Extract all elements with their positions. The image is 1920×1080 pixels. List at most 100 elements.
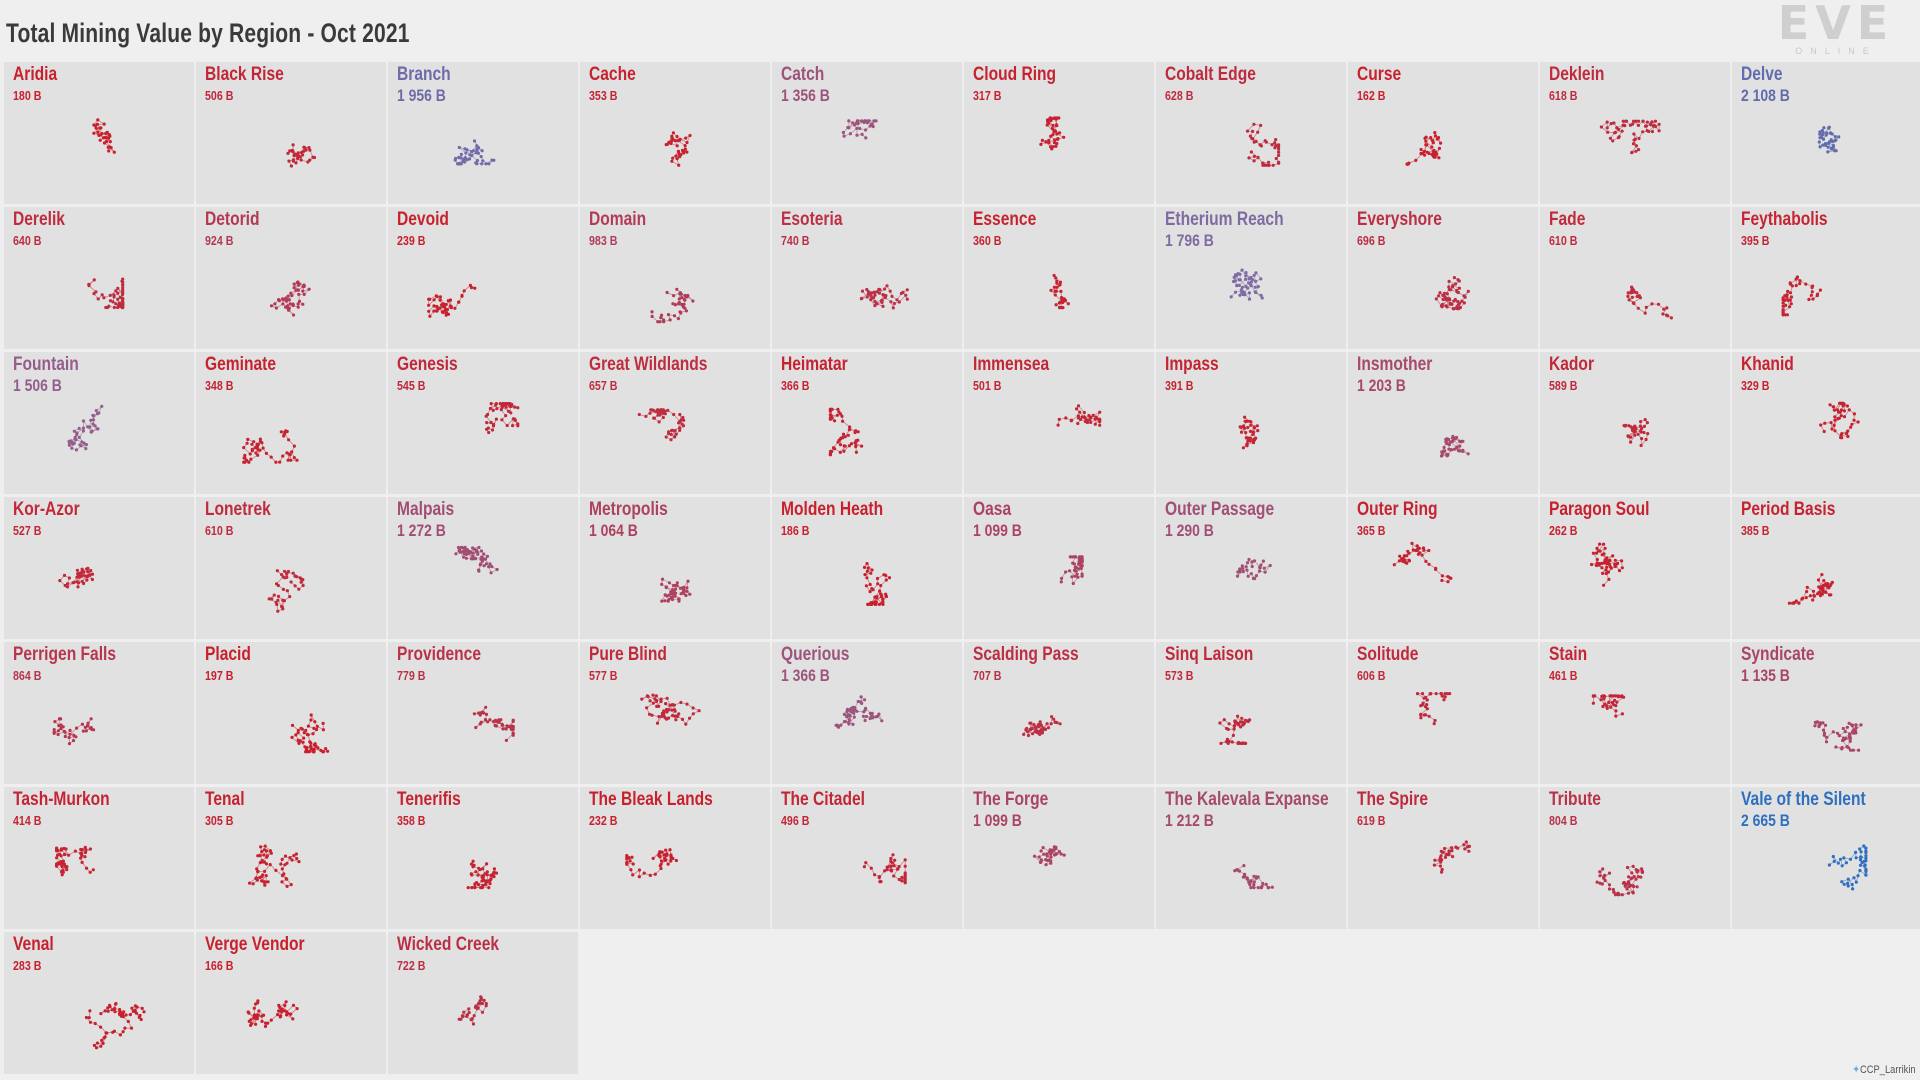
region-panel-fountain: Fountain 1 506 B	[4, 352, 194, 494]
map-system-dot	[1054, 845, 1058, 849]
map-system-dot	[657, 420, 661, 424]
map-system-dot	[291, 143, 295, 147]
map-system-dot	[66, 582, 70, 586]
map-system-dot	[1445, 442, 1449, 446]
map-system-dot	[1444, 437, 1448, 441]
region-name: Metropolis	[589, 499, 668, 520]
map-system-dot	[1230, 740, 1234, 744]
region-map-glyph	[1238, 415, 1260, 450]
map-system-dot	[1049, 118, 1053, 123]
map-system-dot	[667, 581, 671, 585]
map-system-dot	[264, 451, 268, 455]
map-system-dot	[465, 1013, 469, 1017]
map-system-dot	[665, 696, 669, 700]
map-system-dot	[672, 314, 677, 318]
map-system-dot	[281, 598, 285, 602]
map-system-dot	[1848, 732, 1852, 736]
map-system-dot	[1049, 134, 1053, 138]
map-system-dot	[1044, 858, 1048, 862]
map-system-dot	[1821, 728, 1826, 732]
map-system-dot	[1859, 723, 1863, 727]
map-system-dot	[1458, 444, 1462, 448]
map-system-dot	[301, 302, 305, 306]
map-system-dot	[489, 402, 493, 406]
map-system-dot	[1050, 715, 1054, 719]
map-system-dot	[65, 585, 70, 589]
map-system-dot	[1840, 432, 1844, 436]
map-system-dot	[498, 402, 502, 406]
map-system-dot	[1836, 417, 1840, 421]
map-system-dot	[1062, 135, 1066, 139]
map-system-dot	[1089, 420, 1093, 424]
map-system-dot	[486, 412, 490, 417]
map-system-dot	[462, 549, 466, 554]
map-system-dot	[280, 573, 284, 577]
map-system-dot	[108, 293, 112, 297]
map-system-dot	[1229, 295, 1233, 299]
map-system-dot	[859, 119, 864, 123]
map-system-dot	[1613, 698, 1617, 702]
map-system-dot	[1262, 566, 1266, 570]
map-system-dot	[1445, 692, 1450, 696]
map-system-dot	[665, 290, 669, 295]
map-system-dot	[1620, 893, 1624, 897]
map-system-dot	[1818, 591, 1822, 595]
map-system-dot	[278, 460, 282, 464]
map-system-dot	[1248, 436, 1253, 440]
map-system-dot	[445, 308, 449, 312]
region-panel-geminate: Geminate 348 B	[196, 352, 386, 494]
map-system-dot	[1642, 424, 1646, 428]
map-system-dot	[254, 1016, 258, 1020]
region-name: Lonetrek	[205, 499, 271, 520]
map-system-dot	[432, 304, 436, 308]
map-system-dot	[438, 298, 442, 302]
map-system-dot	[1451, 436, 1455, 440]
map-system-dot	[466, 551, 470, 556]
map-system-dot	[268, 863, 272, 867]
map-system-dot	[1253, 577, 1257, 581]
map-system-dot	[1616, 136, 1620, 140]
region-map-glyph	[1032, 845, 1066, 867]
map-system-dot	[457, 300, 461, 304]
map-system-dot	[90, 577, 94, 582]
map-system-dot	[1606, 130, 1610, 134]
map-system-dot	[285, 1010, 289, 1014]
map-system-dot	[853, 706, 857, 710]
map-system-dot	[1632, 132, 1636, 136]
map-system-dot	[1254, 875, 1258, 879]
region-map-glyph	[84, 1002, 146, 1050]
map-system-dot	[477, 866, 481, 870]
map-system-dot	[1854, 850, 1858, 854]
region-value: 696 B	[1357, 233, 1386, 248]
map-system-dot	[500, 418, 504, 422]
region-value: 1 203 B	[1357, 376, 1406, 395]
map-connection-line	[1593, 695, 1625, 717]
map-system-dot	[1025, 726, 1029, 731]
map-system-dot	[1451, 307, 1456, 311]
map-system-dot	[296, 305, 300, 309]
map-system-dot	[900, 875, 904, 879]
map-system-dot	[1815, 294, 1819, 298]
map-system-dot	[516, 406, 520, 410]
twitter-bird-icon: ✦	[1852, 1064, 1861, 1076]
map-system-dot	[1608, 694, 1612, 698]
map-system-dot	[124, 1013, 128, 1017]
map-system-dot	[1403, 558, 1407, 563]
map-system-dot	[1833, 135, 1837, 139]
map-system-dot	[672, 412, 676, 417]
map-system-dot	[1447, 849, 1451, 853]
region-name: Genesis	[397, 354, 458, 375]
map-system-dot	[72, 429, 76, 433]
map-system-dot	[290, 450, 294, 454]
map-system-dot	[1607, 577, 1611, 581]
region-map-glyph	[1049, 273, 1070, 310]
map-system-dot	[1804, 596, 1808, 600]
region-map-glyph	[58, 566, 95, 589]
map-system-dot	[1797, 601, 1801, 605]
map-system-dot	[682, 589, 686, 593]
region-map-glyph	[1233, 864, 1274, 890]
map-connection-line	[454, 140, 496, 165]
map-system-dot	[495, 567, 499, 572]
region-name: Everyshore	[1357, 209, 1442, 230]
map-system-dot	[869, 571, 873, 575]
